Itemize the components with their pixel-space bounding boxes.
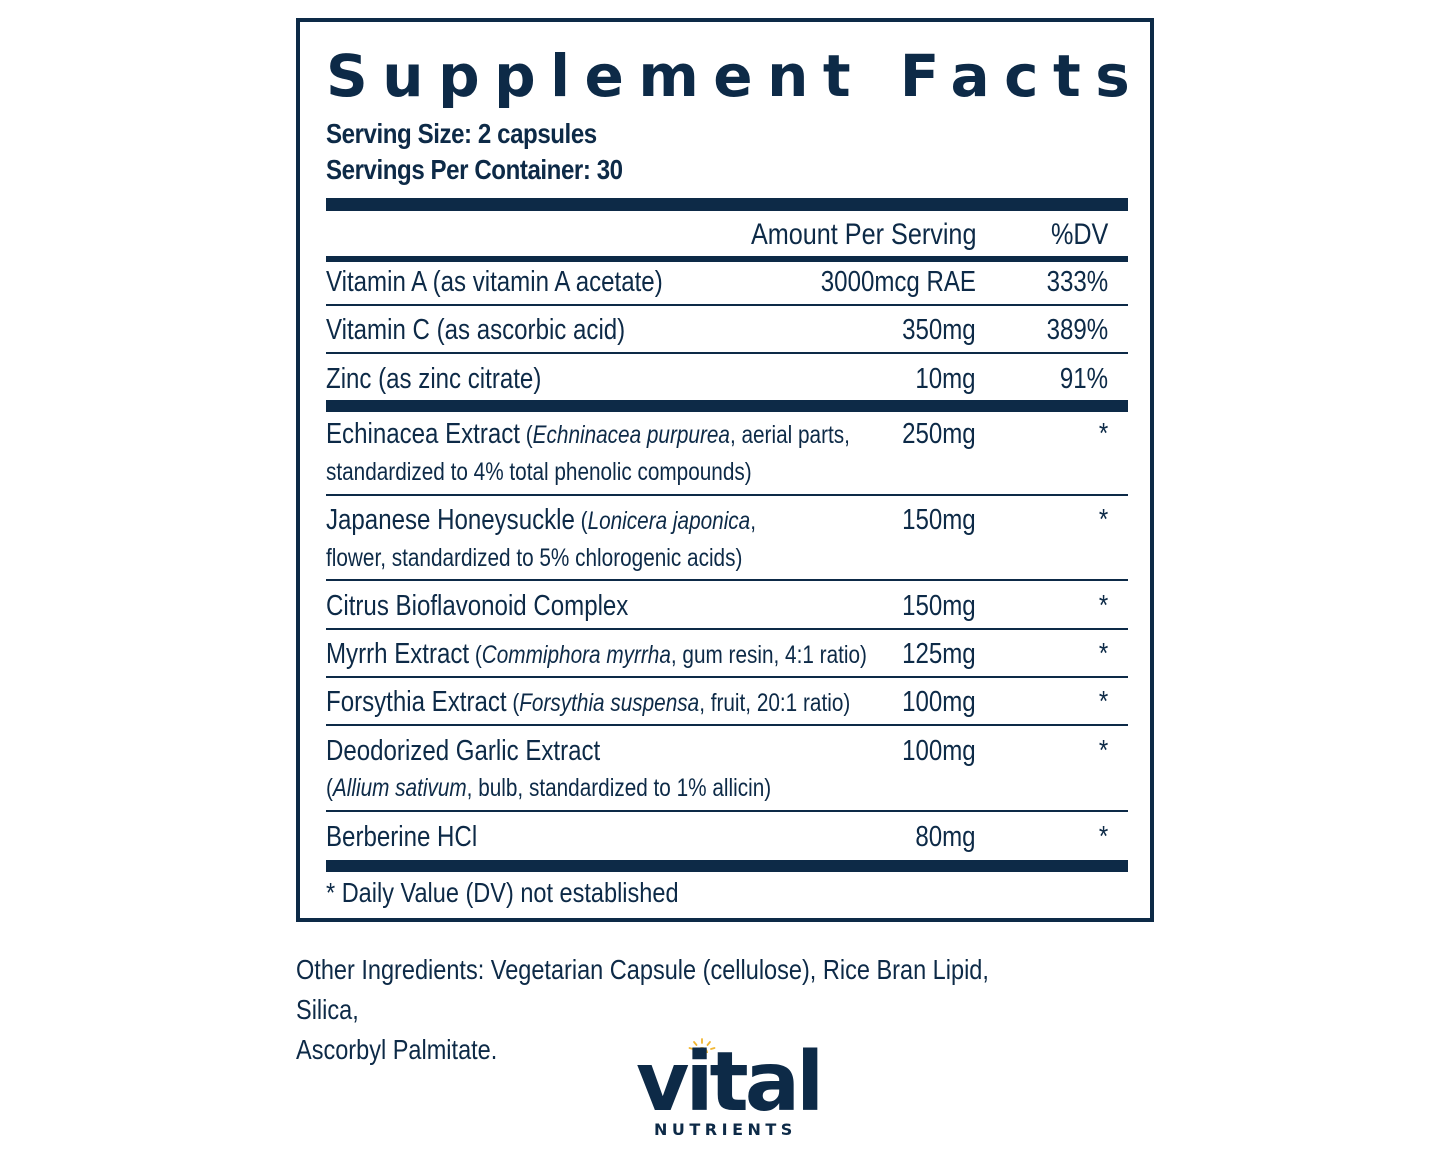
nutrient-name: Vitamin C (as ascorbic acid) — [326, 314, 626, 346]
ingredient-dv: * — [1098, 504, 1108, 536]
nutrient-dv: 389% — [1046, 314, 1108, 346]
dv-footnote: * Daily Value (DV) not established — [326, 877, 679, 908]
nutrient-name: Vitamin A (as vitamin A acetate) — [326, 266, 663, 298]
thick-divider — [326, 198, 1128, 211]
ingredient-dv: * — [1098, 735, 1108, 767]
ingredient-dv: * — [1098, 821, 1108, 853]
ingredient-amount: 100mg — [902, 686, 976, 718]
ingredient-dv: * — [1098, 686, 1108, 718]
ingredient-amount: 250mg — [902, 418, 976, 450]
ingredient-name: Forsythia Extract (Forsythia suspensa, f… — [326, 686, 851, 718]
ingredient-dv: * — [1098, 638, 1108, 670]
nutrient-name: Zinc (as zinc citrate) — [326, 363, 542, 395]
ingredient-name: Berberine HCl — [326, 821, 478, 853]
other-ingredients-line: Other Ingredients: Vegetarian Capsule (c… — [296, 954, 989, 1025]
nutrient-amount: 10mg — [915, 363, 976, 395]
ingredient-amount: 125mg — [902, 638, 976, 670]
ingredient-dv: * — [1098, 418, 1108, 450]
brand-logo: vital NUTRIENTS — [636, 1038, 824, 1140]
serving-size: Serving Size: 2 capsules — [326, 118, 597, 149]
supplement-facts-panel: Supplement Facts Serving Size: 2 capsule… — [296, 18, 1154, 922]
nutrient-row: Zinc (as zinc citrate) 10mg 91% — [326, 361, 1128, 401]
ingredient-row: Deodorized Garlic Extract (Allium sativum… — [326, 733, 1128, 812]
ingredient-name: Myrrh Extract (Commiphora myrrha, gum re… — [326, 638, 867, 670]
medium-divider — [326, 256, 1128, 262]
ingredient-row: Citrus Bioflavonoid Complex 150mg * — [326, 588, 1128, 630]
nutrient-amount: 350mg — [902, 314, 976, 346]
nutrient-row: Vitamin C (as ascorbic acid) 350mg 389% — [326, 312, 1128, 354]
ingredient-amount: 150mg — [902, 504, 976, 536]
ingredient-name: Echinacea Extract (Echninacea purpurea, … — [326, 418, 850, 486]
nutrient-dv: 333% — [1046, 266, 1108, 298]
ingredient-row: Echinacea Extract (Echninacea purpurea, … — [326, 416, 1128, 496]
ingredient-row: Berberine HCl 80mg * — [326, 819, 1128, 859]
nutrient-dv: 91% — [1059, 363, 1108, 395]
sun-icon — [688, 1038, 716, 1053]
ingredient-name: Citrus Bioflavonoid Complex — [326, 590, 629, 622]
ingredient-row: Japanese Honeysuckle (Lonicera japonica,… — [326, 502, 1128, 581]
panel-title: Supplement Facts — [326, 42, 1145, 110]
ingredient-row: Forsythia Extract (Forsythia suspensa, f… — [326, 684, 1128, 726]
other-ingredients: Other Ingredients: Vegetarian Capsule (c… — [296, 950, 1052, 1070]
amount-header: Amount Per Serving — [750, 218, 976, 251]
logo-wordmark: vital — [636, 1035, 824, 1130]
thick-divider — [326, 400, 1128, 412]
ingredient-row: Myrrh Extract (Commiphora myrrha, gum re… — [326, 636, 1128, 678]
ingredient-name: Deodorized Garlic Extract (Allium sativum… — [326, 735, 772, 802]
other-ingredients-line: Ascorbyl Palmitate. — [296, 1034, 498, 1065]
dv-header: %DV — [1050, 218, 1108, 251]
ingredient-dv: * — [1098, 590, 1108, 622]
logo-subtitle: NUTRIENTS — [654, 1120, 797, 1139]
ingredient-amount: 150mg — [902, 590, 976, 622]
thick-divider — [326, 860, 1128, 872]
ingredient-amount: 100mg — [902, 735, 976, 767]
ingredient-name: Japanese Honeysuckle (Lonicera japonica,… — [326, 504, 757, 572]
nutrient-row: Vitamin A (as vitamin A acetate) 3000mcg… — [326, 264, 1128, 306]
ingredient-amount: 80mg — [915, 821, 976, 853]
nutrient-amount: 3000mcg RAE — [820, 266, 976, 298]
servings-per-container: Servings Per Container: 30 — [326, 154, 623, 185]
